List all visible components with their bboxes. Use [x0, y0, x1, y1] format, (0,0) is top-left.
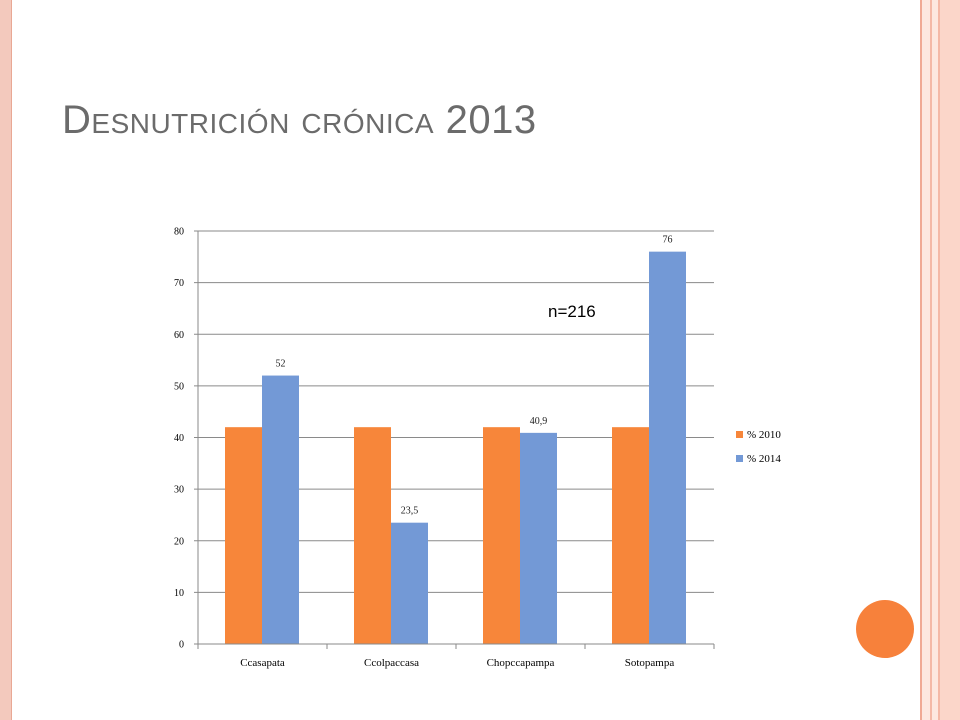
- bar-series2: [262, 375, 299, 644]
- x-category-label: Ccasapata: [240, 657, 285, 669]
- legend-swatch: [736, 455, 743, 462]
- x-category-label: Ccolpaccasa: [364, 657, 419, 669]
- y-tick-label: 50: [174, 381, 184, 392]
- y-tick-label: 20: [174, 536, 184, 547]
- axes: 0 10 20 30 40 50 60 70 80 Ccasapata Ccolpaccasa Cho…: [174, 227, 715, 669]
- bar-series2: [649, 251, 686, 644]
- bar-series1: [612, 427, 649, 644]
- bar-data-label: 52: [276, 359, 286, 370]
- y-tick-label: 10: [174, 588, 184, 599]
- y-tick-label: 80: [174, 227, 184, 238]
- slide-title: Desnutrición crónica 2013: [62, 98, 537, 142]
- slide-right-border: [918, 0, 960, 720]
- bar-data-label: 76: [663, 235, 673, 246]
- y-tick-label: 30: [174, 485, 184, 496]
- bars: [225, 251, 686, 644]
- slide-left-border: [0, 0, 12, 720]
- legend-label: % 2014: [747, 453, 781, 465]
- decorative-circle: [856, 600, 914, 658]
- bar-series1: [354, 427, 391, 644]
- data-labels: 52 23,5 40,9 76: [276, 235, 673, 517]
- x-category-label: Sotopampa: [625, 657, 675, 669]
- x-category-label: Chopccapampa: [487, 657, 555, 669]
- y-tick-label: 70: [174, 278, 184, 289]
- bar-series1: [483, 427, 520, 644]
- bar-series1: [225, 427, 262, 644]
- legend-swatch: [736, 431, 743, 438]
- y-tick-label: 40: [174, 433, 184, 444]
- bar-series2: [391, 522, 428, 644]
- sample-size-annotation: n=216: [548, 302, 596, 321]
- y-tick-label: 0: [179, 640, 184, 651]
- y-tick-label: 60: [174, 330, 184, 341]
- bar-series2: [520, 432, 557, 644]
- bar-data-label: 23,5: [401, 506, 419, 517]
- legend-label: % 2010: [747, 429, 781, 441]
- legend: % 2010 % 2014: [736, 429, 781, 465]
- bar-data-label: 40,9: [530, 416, 548, 427]
